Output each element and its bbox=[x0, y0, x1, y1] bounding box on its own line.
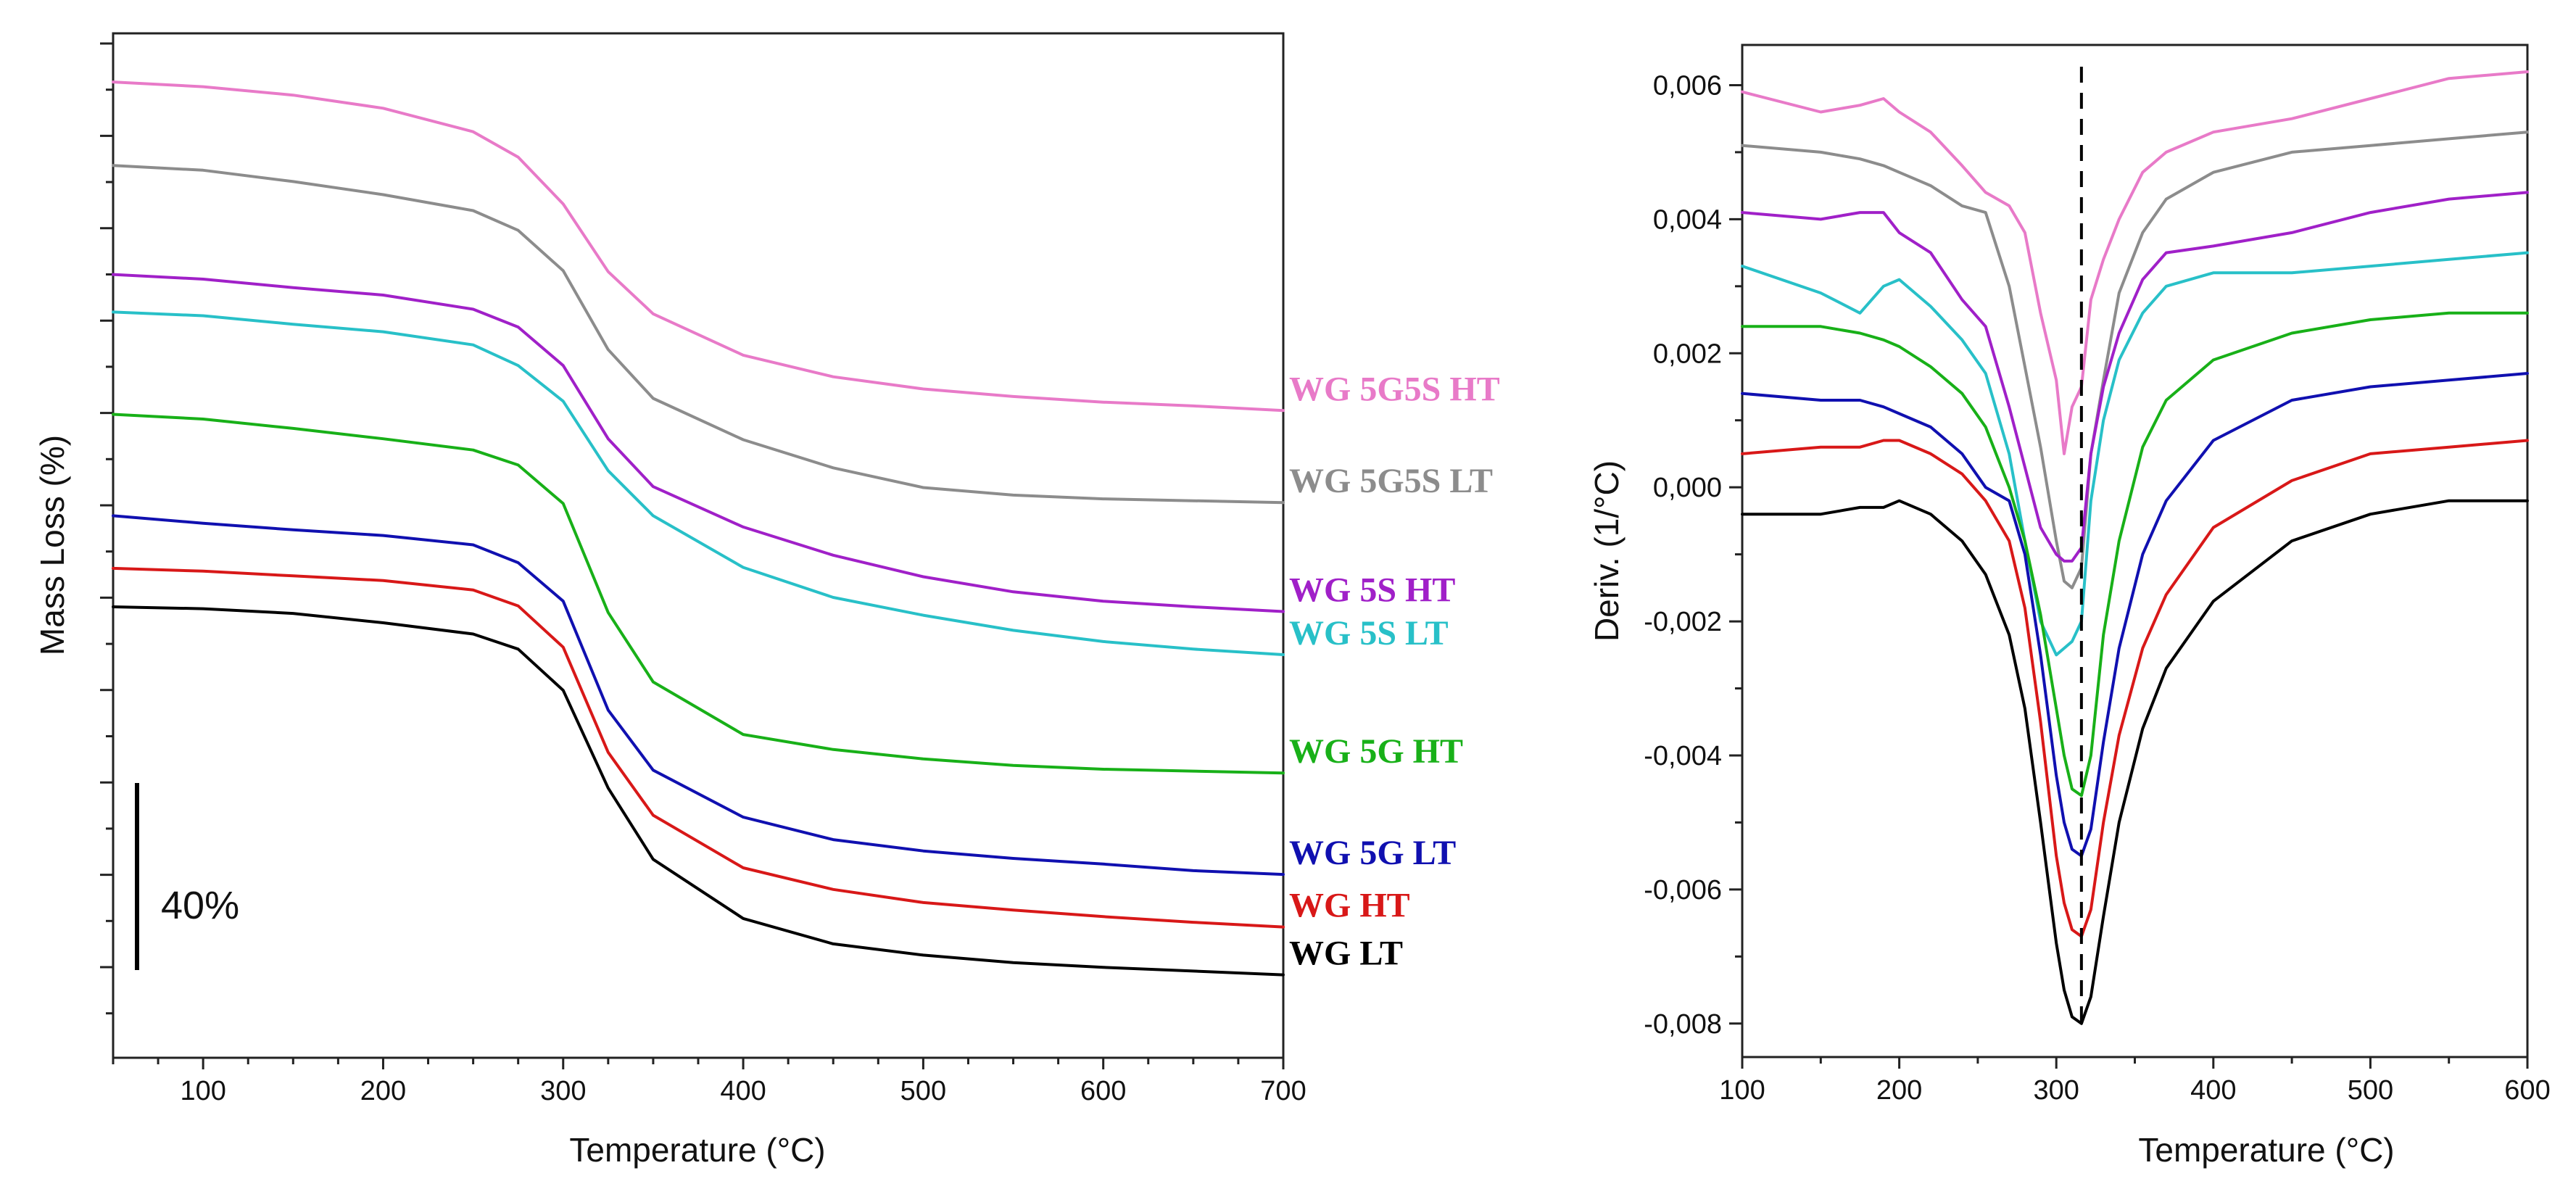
deriv-line-wg-5s-ht bbox=[1741, 191, 2529, 563]
right-y-tick-label: 0,004 bbox=[1653, 204, 1722, 235]
series-label-wg-5g-lt: WG 5G LT bbox=[1289, 834, 1456, 872]
deriv-line-wg-ht bbox=[1741, 439, 2529, 938]
series-label-wg-5s-lt: WG 5S LT bbox=[1289, 614, 1449, 652]
series-line-wg-5g5s-lt bbox=[112, 164, 1285, 505]
series-line-wg-lt bbox=[112, 605, 1285, 977]
right-x-tick-label: 400 bbox=[2190, 1075, 2236, 1106]
left-x-tick-label: 400 bbox=[720, 1076, 766, 1106]
right-plot-frame bbox=[1741, 44, 2529, 1058]
right-y-tick-label: -0,002 bbox=[1644, 607, 1722, 637]
series-line-wg-5s-ht bbox=[112, 273, 1285, 613]
left-plot-frame bbox=[112, 32, 1285, 1059]
left-x-tick-label: 100 bbox=[180, 1076, 225, 1106]
series-line-wg-5g-ht bbox=[112, 413, 1285, 775]
left-x-tick-label: 700 bbox=[1260, 1076, 1306, 1106]
deriv-line-wg-5g5s-lt bbox=[1741, 130, 2529, 589]
right-x-tick-labels: 100 200 300 400 500 600 bbox=[1719, 1075, 2550, 1106]
series-line-wg-ht bbox=[112, 566, 1285, 929]
right-y-tick-label: -0,006 bbox=[1644, 875, 1722, 906]
left-x-axis-title: Temperature (°C) bbox=[569, 1131, 825, 1169]
scale-bar-label: 40% bbox=[161, 884, 239, 927]
series-line-wg-5s-lt bbox=[112, 310, 1285, 656]
left-x-tick-label: 600 bbox=[1080, 1076, 1126, 1106]
left-ticks bbox=[100, 42, 1285, 1069]
right-y-tick-label: 0,006 bbox=[1653, 70, 1722, 101]
left-series-labels: WG 5G5S HT WG 5G5S LT WG 5S HT WG 5S LT WG 5… bbox=[1289, 370, 1500, 972]
series-label-wg-5g5s-lt: WG 5G5S LT bbox=[1289, 462, 1493, 500]
left-series-lines bbox=[112, 80, 1285, 977]
right-y-tick-label: 0,000 bbox=[1653, 473, 1722, 503]
right-y-tick-labels: -0,008 -0,006 -0,004 -0,002 0,000 0,002 0,004 0… bbox=[1644, 70, 1722, 1039]
deriv-line-wg-lt bbox=[1741, 499, 2529, 1025]
right-x-axis-title: Temperature (°C) bbox=[2138, 1131, 2394, 1169]
right-series-lines bbox=[1741, 70, 2529, 1025]
right-y-tick-label: -0,004 bbox=[1644, 741, 1722, 771]
right-x-tick-label: 100 bbox=[1719, 1075, 1765, 1106]
right-y-axis-title: Deriv. (1/°C) bbox=[1588, 460, 1625, 642]
right-y-tick-label: -0,008 bbox=[1644, 1009, 1722, 1040]
right-ticks bbox=[1729, 83, 2529, 1069]
deriv-line-wg-5g5s-ht bbox=[1741, 70, 2529, 455]
deriv-line-wg-5g-ht bbox=[1741, 311, 2529, 798]
series-label-wg-5g-ht: WG 5G HT bbox=[1289, 732, 1463, 771]
right-y-tick-label: 0,002 bbox=[1653, 339, 1722, 369]
left-y-axis-title: Mass Loss (%) bbox=[33, 435, 71, 655]
left-x-tick-label: 300 bbox=[540, 1076, 586, 1106]
series-label-wg-ht: WG HT bbox=[1289, 887, 1410, 925]
series-label-wg-lt: WG LT bbox=[1289, 935, 1403, 973]
deriv-line-wg-5s-lt bbox=[1741, 251, 2529, 657]
series-line-wg-5g5s-ht bbox=[112, 80, 1285, 413]
left-x-tick-labels: 100 200 300 400 500 600 700 bbox=[180, 1076, 1306, 1106]
series-label-wg-5s-ht: WG 5S HT bbox=[1289, 571, 1455, 609]
right-x-tick-label: 500 bbox=[2348, 1075, 2393, 1106]
right-x-tick-label: 200 bbox=[1876, 1075, 1922, 1106]
left-x-tick-label: 200 bbox=[360, 1076, 406, 1106]
deriv-line-wg-5g-lt bbox=[1741, 372, 2529, 858]
right-x-tick-label: 600 bbox=[2504, 1075, 2550, 1106]
series-label-wg-5g5s-ht: WG 5G5S HT bbox=[1289, 370, 1500, 408]
right-x-tick-label: 300 bbox=[2033, 1075, 2079, 1106]
left-x-tick-label: 500 bbox=[900, 1076, 946, 1106]
series-line-wg-5g-lt bbox=[112, 514, 1285, 877]
derivative-chart: 100 200 300 400 500 600 -0,008-0,006-0,004-0,… bbox=[1588, 44, 2551, 1169]
